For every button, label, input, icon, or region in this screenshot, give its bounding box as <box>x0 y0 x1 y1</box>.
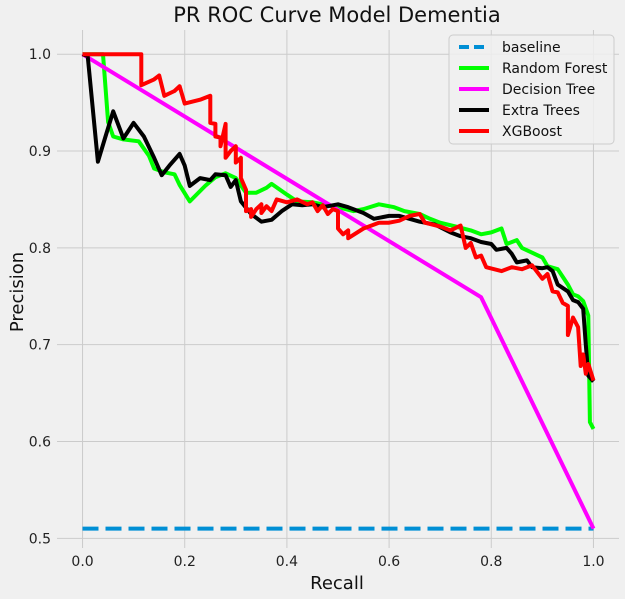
x-tick-label: 1.0 <box>582 554 604 570</box>
y-axis-label: Precision <box>7 252 28 332</box>
legend-label-extra-trees: Extra Trees <box>502 103 580 119</box>
legend-box <box>448 34 615 145</box>
legend: baseline Random Forest Decision Tree Extra … <box>448 34 615 145</box>
y-tick-label: 0.9 <box>29 144 51 160</box>
x-tick-label: 0.4 <box>276 554 298 570</box>
legend-label-random-forest: Random Forest <box>502 61 608 77</box>
x-tick-label: 0.2 <box>174 554 196 570</box>
chart-title: PR ROC Curve Model Dementia <box>173 3 500 27</box>
x-tick-label: 0.6 <box>378 554 400 570</box>
x-tick-label: 0.8 <box>480 554 502 570</box>
y-tick-label: 0.5 <box>29 531 51 547</box>
series-line-xgboost <box>82 52 596 382</box>
x-tick-label: 0.0 <box>71 554 93 570</box>
legend-label-xgboost: XGBoost <box>502 124 562 140</box>
series-line-extra-trees <box>81 52 595 383</box>
legend-label-baseline: baseline <box>502 40 561 56</box>
legend-label-decision-tree: Decision Tree <box>502 82 595 98</box>
y-tick-label: 0.6 <box>29 434 51 450</box>
y-tick-label: 1.0 <box>29 47 51 63</box>
x-axis-label: Recall <box>310 573 364 594</box>
x-tick-labels: 0.0 0.2 0.4 0.6 0.8 1.0 <box>71 554 604 570</box>
y-tick-label: 0.8 <box>29 241 51 257</box>
y-tick-labels: 0.5 0.6 0.7 0.8 0.9 1.0 <box>29 47 51 547</box>
series-lines <box>81 52 596 531</box>
y-tick-label: 0.7 <box>29 338 51 354</box>
series-line-random-forest <box>82 52 596 430</box>
